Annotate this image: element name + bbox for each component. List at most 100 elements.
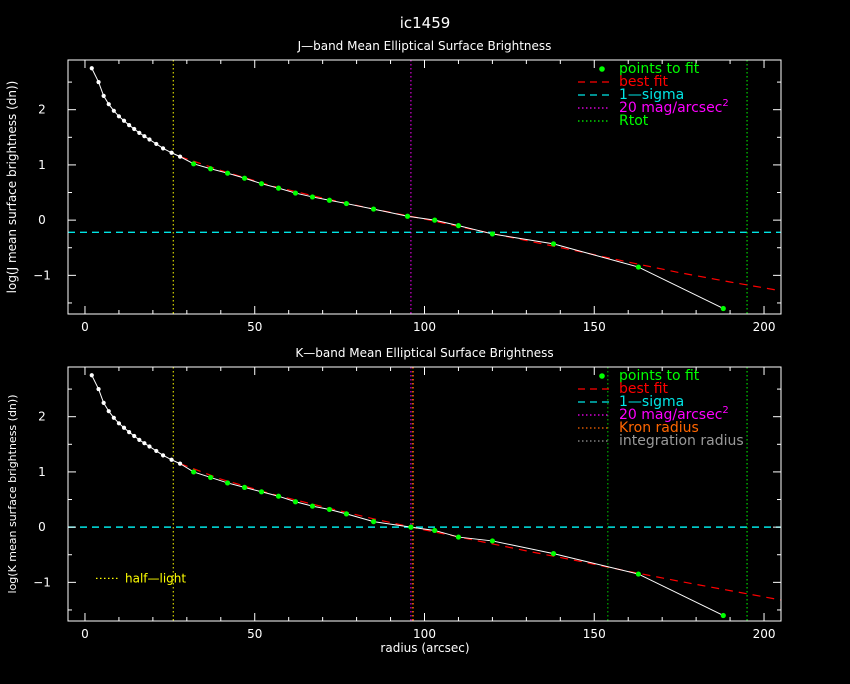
profile-point — [89, 66, 94, 71]
fit-point — [292, 190, 299, 196]
profile-point — [101, 400, 106, 405]
profile-point — [177, 154, 183, 159]
fit-point — [309, 194, 316, 200]
profile-point — [106, 102, 111, 107]
profile-point — [147, 137, 152, 142]
x-tick-label: 0 — [81, 320, 89, 334]
y-tick-label: −1 — [33, 268, 51, 282]
fit-point — [489, 538, 496, 544]
profile-point — [116, 114, 122, 119]
x-tick-label: 50 — [247, 320, 262, 334]
fit-point — [326, 506, 333, 513]
fit-point — [275, 493, 282, 499]
fit-point — [455, 223, 462, 229]
x-tick-label: 200 — [753, 627, 776, 641]
y-tick-label: 1 — [38, 465, 46, 479]
profile-point — [132, 126, 137, 132]
fit-point — [408, 524, 414, 530]
profile-point — [169, 150, 174, 155]
fit-point — [241, 484, 248, 490]
profile-line — [91, 68, 724, 309]
fit-point — [343, 511, 350, 517]
profile-point — [127, 430, 132, 435]
fit-point — [635, 264, 642, 270]
legend-label-superscript: 2 — [722, 405, 728, 416]
legend-label: 20 mag/arcsec2 — [619, 405, 729, 423]
panel-title: J—band Mean Elliptical Surface Brightnes… — [297, 39, 552, 53]
fit-point — [309, 503, 316, 509]
y-tick-label: 0 — [38, 520, 46, 534]
fit-point — [258, 181, 265, 187]
profile-point — [132, 433, 137, 439]
fit-point — [550, 551, 557, 557]
fit-point — [224, 170, 231, 176]
x-tick-label: 200 — [753, 320, 776, 334]
profile-point — [160, 146, 166, 151]
legend-label-superscript: 2 — [722, 98, 728, 109]
legend-marker — [599, 66, 605, 72]
x-tick-label: 150 — [583, 320, 606, 334]
fit-point — [489, 231, 496, 237]
half-light-label: half—light — [125, 571, 186, 585]
profile-point — [89, 373, 94, 378]
fit-point — [292, 499, 299, 505]
fit-point — [191, 469, 197, 475]
y-tick-label: 2 — [38, 410, 46, 424]
y-tick-label: 2 — [38, 103, 46, 117]
fit-point — [455, 534, 462, 540]
fit-point — [208, 474, 214, 481]
y-tick-label: 0 — [38, 213, 46, 227]
legend-label: 1—sigma — [619, 394, 684, 410]
y-axis-label: log(J mean surface brightness (dn)) — [5, 81, 19, 294]
profile-point — [96, 79, 101, 85]
fit-point — [635, 571, 642, 577]
profile-point — [106, 409, 111, 414]
legend-label: integration radius — [619, 433, 744, 449]
profile-point — [142, 134, 147, 139]
x-tick-label: 100 — [413, 627, 436, 641]
x-tick-label: 100 — [413, 320, 436, 334]
fit-point — [432, 217, 438, 223]
fit-point — [432, 527, 438, 534]
fit-point — [343, 200, 350, 207]
figure-title: ic1459 — [400, 14, 451, 32]
fit-point — [720, 305, 726, 312]
plot-area — [68, 367, 781, 621]
profile-point — [121, 425, 127, 430]
fit-point — [326, 197, 333, 203]
x-tick-label: 150 — [583, 627, 606, 641]
plot-area — [68, 60, 781, 314]
fit-point — [404, 213, 411, 219]
profile-point — [101, 93, 106, 98]
legend-label: best fit — [619, 74, 669, 90]
profile-point — [142, 441, 147, 446]
j-band-panel: J—band Mean Elliptical Surface Brightnes… — [5, 39, 782, 334]
profile-point — [111, 415, 116, 420]
profile-point — [147, 444, 152, 449]
fit-point — [370, 519, 377, 525]
fit-point — [191, 161, 197, 167]
x-tick-label: 50 — [247, 627, 262, 641]
profile-point — [154, 448, 159, 454]
profile-point — [121, 118, 127, 123]
profile-point — [137, 437, 142, 442]
legend-label: 1—sigma — [619, 87, 684, 103]
legend-label: Rtot — [619, 113, 649, 129]
x-tick-label: 0 — [81, 627, 89, 641]
y-tick-label: −1 — [33, 575, 51, 589]
profile-point — [154, 141, 159, 147]
legend-label: best fit — [619, 381, 669, 397]
profile-point — [127, 123, 132, 128]
legend-label: points to fit — [619, 61, 700, 77]
y-axis-label: log(K mean surface brightness (dn)) — [6, 395, 19, 594]
profile-point — [177, 461, 183, 466]
legend-label: Kron radius — [619, 420, 699, 436]
legend-marker — [599, 373, 605, 379]
fit-point — [275, 185, 282, 191]
profile-line — [91, 375, 724, 616]
legend-label: points to fit — [619, 368, 700, 384]
profile-point — [116, 421, 122, 426]
profile-point — [111, 108, 116, 113]
